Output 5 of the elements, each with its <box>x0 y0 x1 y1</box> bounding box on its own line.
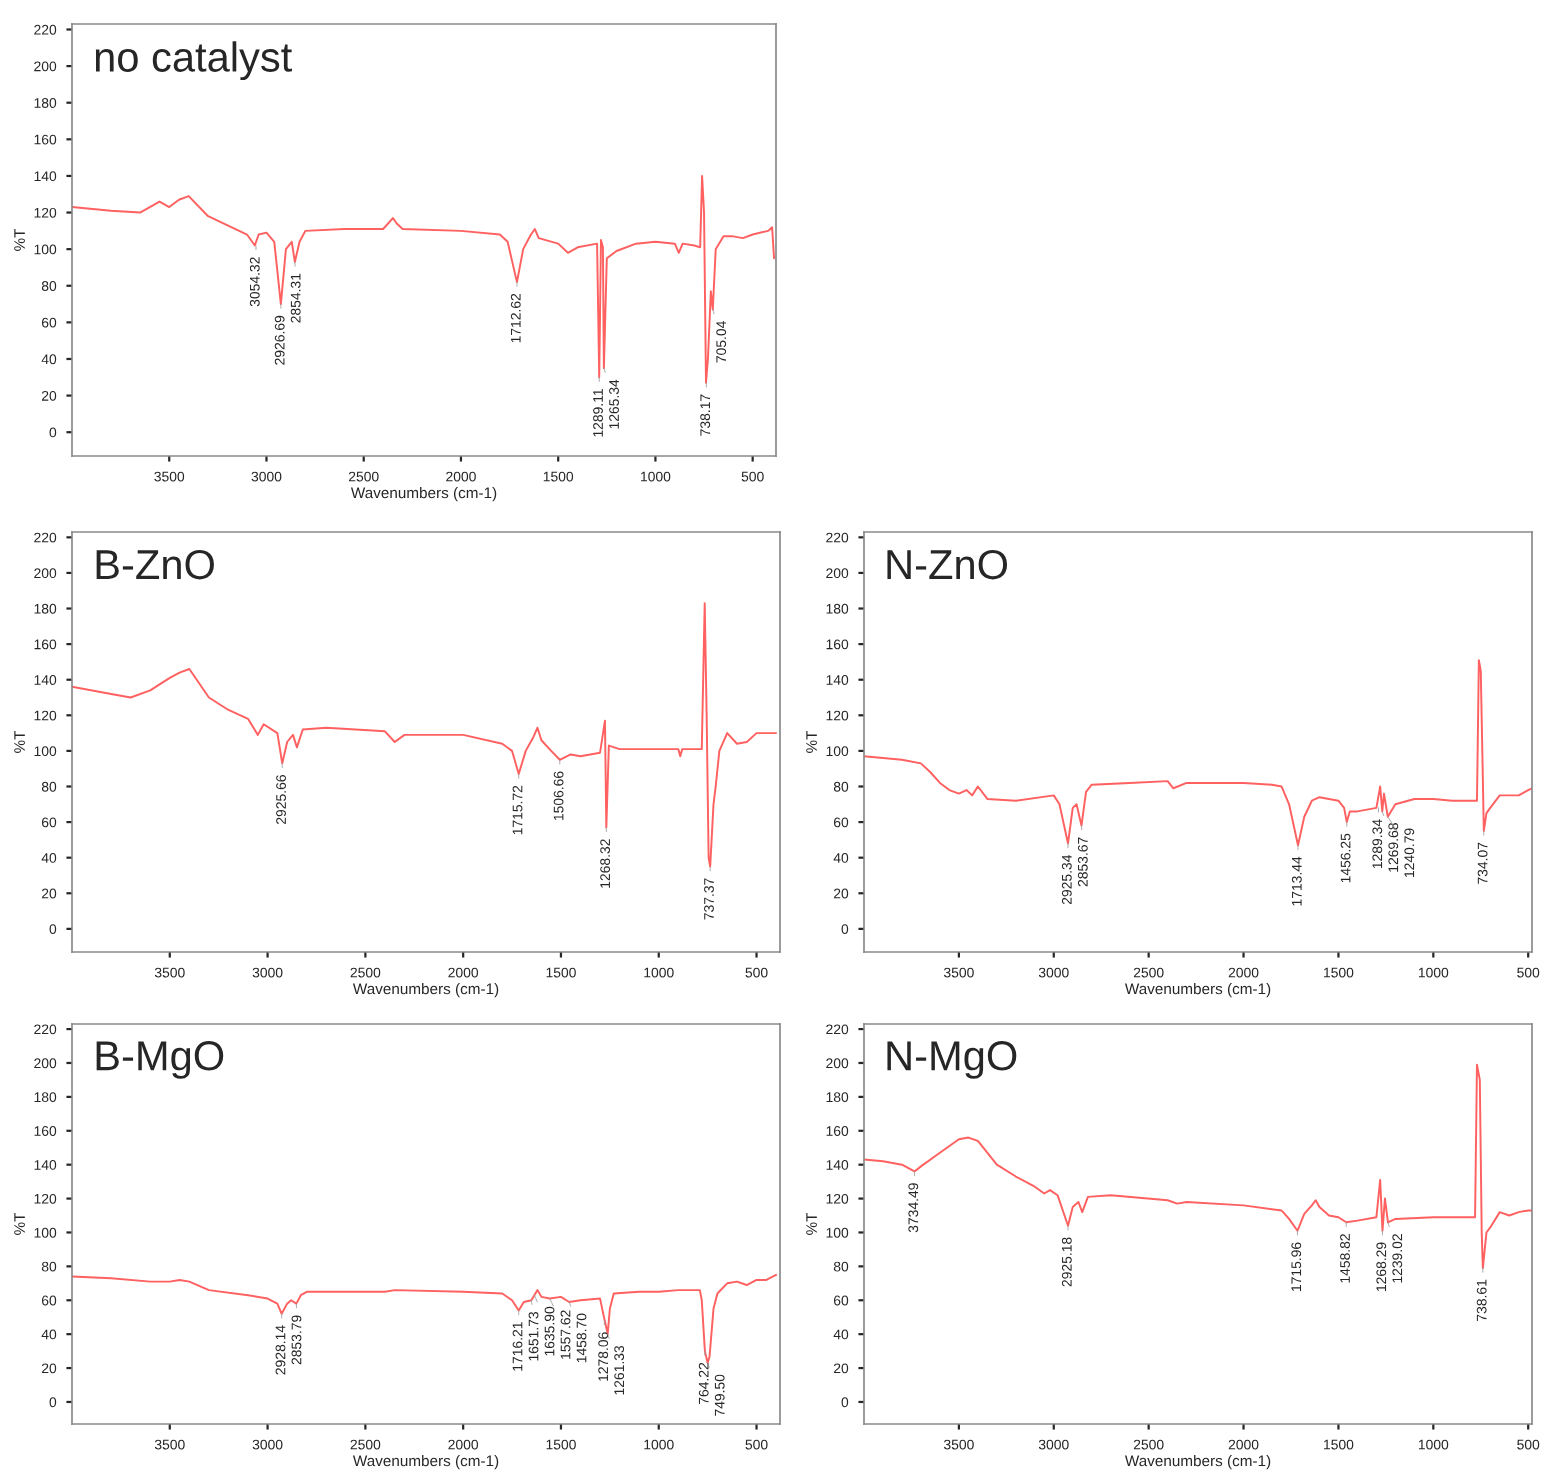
chart-title: N-MgO <box>887 1041 1017 1079</box>
chart-title: N-ZnO <box>887 549 1008 580</box>
chart-title: no catalyst <box>95 41 292 81</box>
chart-title: B-MgO <box>96 1041 224 1079</box>
chart-title: B-ZnO <box>96 549 214 580</box>
